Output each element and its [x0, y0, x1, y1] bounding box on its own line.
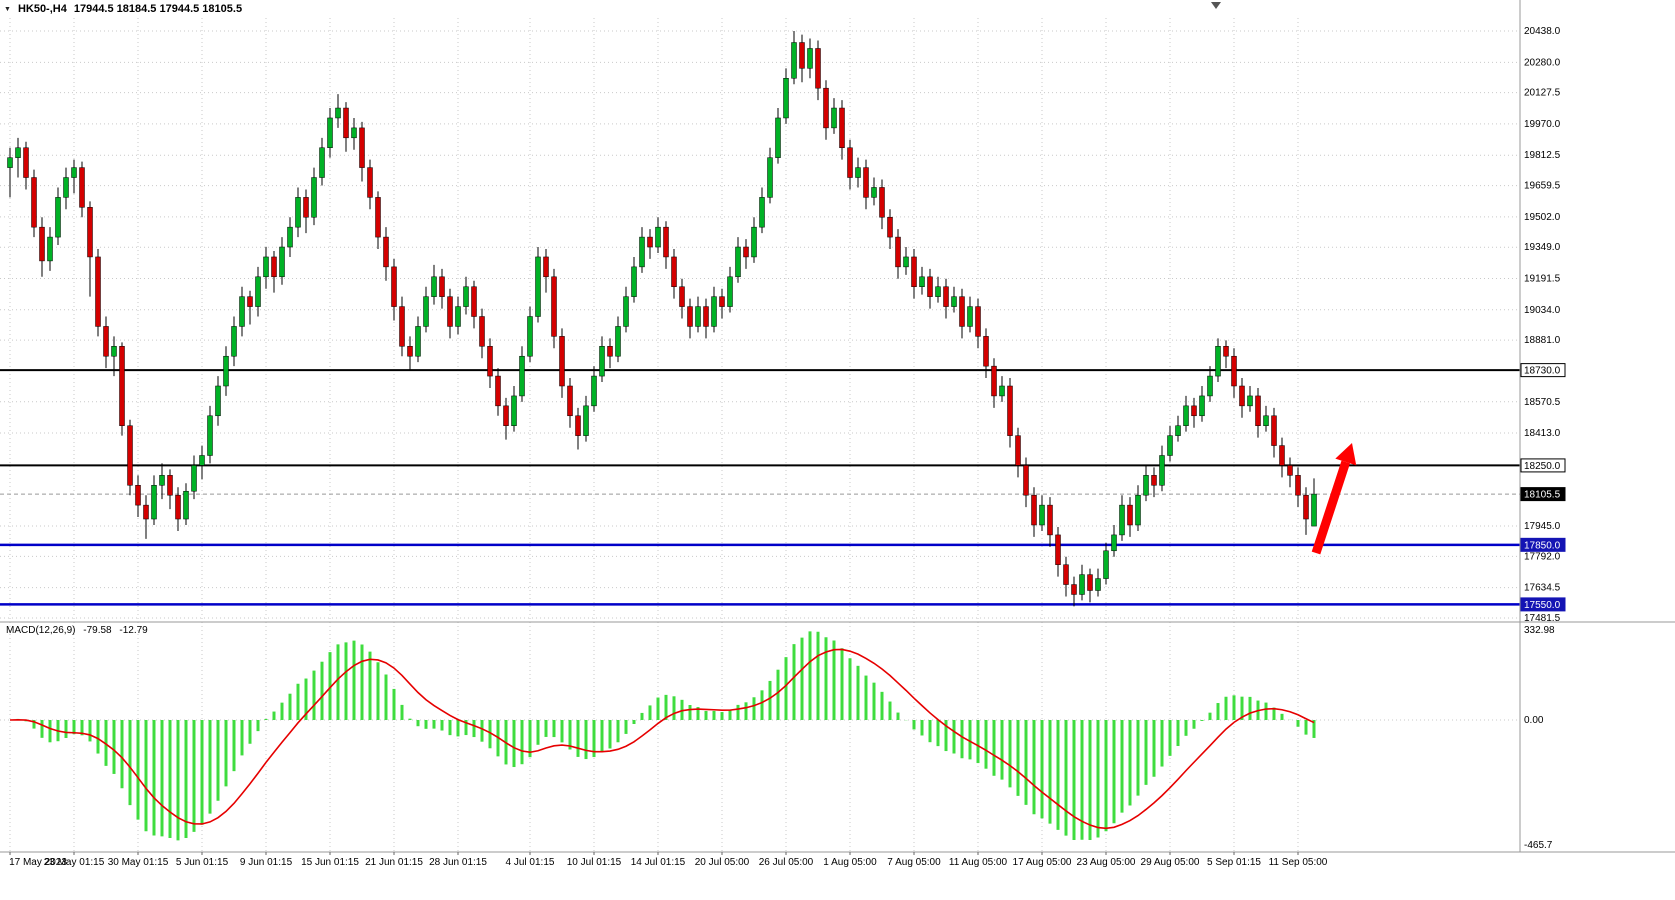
svg-text:5 Jun 01:15: 5 Jun 01:15 [176, 857, 229, 868]
svg-text:14 Jul 01:15: 14 Jul 01:15 [631, 857, 686, 868]
svg-text:19970.0: 19970.0 [1524, 119, 1561, 130]
macd-main-value: -79.58 [83, 625, 112, 636]
svg-text:29 Aug 05:00: 29 Aug 05:00 [1141, 857, 1200, 868]
chart-shift-marker [1211, 2, 1221, 9]
svg-text:21 Jun 01:15: 21 Jun 01:15 [365, 857, 423, 868]
price-badge-18250.0 [1520, 458, 1566, 473]
macd-name: MACD(12,26,9) [6, 625, 76, 636]
svg-text:20438.0: 20438.0 [1524, 26, 1561, 37]
svg-text:28 Jun 01:15: 28 Jun 01:15 [429, 857, 487, 868]
symbol-dropdown-icon[interactable]: ▼ [4, 5, 11, 13]
trend-arrow[interactable] [1311, 443, 1357, 555]
svg-text:26 Jul 05:00: 26 Jul 05:00 [759, 857, 814, 868]
svg-text:30 May 01:15: 30 May 01:15 [108, 857, 169, 868]
svg-text:23 May 01:15: 23 May 01:15 [44, 857, 105, 868]
svg-text:18413.0: 18413.0 [1524, 428, 1561, 439]
svg-text:18881.0: 18881.0 [1524, 335, 1561, 346]
macd-signal-value: -12.79 [119, 625, 148, 636]
price-badge-18105.5 [1520, 487, 1566, 502]
svg-text:17634.5: 17634.5 [1524, 583, 1561, 594]
svg-text:19812.5: 19812.5 [1524, 150, 1561, 161]
svg-text:11 Aug 05:00: 11 Aug 05:00 [949, 857, 1008, 868]
svg-text:19502.0: 19502.0 [1524, 212, 1561, 223]
svg-text:20 Jul 05:00: 20 Jul 05:00 [695, 857, 750, 868]
macd-layer [9, 631, 1316, 841]
svg-text:20280.0: 20280.0 [1524, 57, 1561, 68]
price-axis: 20438.0 20280.0 20127.5 19970.0 19812.5 19659… [1520, 26, 1566, 851]
grid-layer [0, 18, 1520, 852]
svg-text:17945.0: 17945.0 [1524, 521, 1561, 532]
svg-text:19034.0: 19034.0 [1524, 305, 1561, 316]
svg-text:0.00: 0.00 [1524, 715, 1544, 726]
svg-text:332.98: 332.98 [1524, 625, 1555, 636]
candles-layer [7, 31, 1317, 607]
svg-text:18105.5: 18105.5 [1524, 490, 1561, 501]
svg-text:19349.0: 19349.0 [1524, 242, 1561, 253]
svg-text:9 Jun 01:15: 9 Jun 01:15 [240, 857, 293, 868]
svg-text:1 Aug 05:00: 1 Aug 05:00 [823, 857, 877, 868]
svg-text:19191.5: 19191.5 [1524, 273, 1561, 284]
svg-text:18570.5: 18570.5 [1524, 397, 1561, 408]
svg-text:18730.0: 18730.0 [1524, 366, 1561, 377]
svg-text:17792.0: 17792.0 [1524, 551, 1561, 562]
svg-text:17481.5: 17481.5 [1524, 613, 1561, 624]
svg-text:18250.0: 18250.0 [1524, 461, 1561, 472]
svg-text:23 Aug 05:00: 23 Aug 05:00 [1077, 857, 1136, 868]
panel-chrome [0, 0, 1675, 853]
price-badge-17550.0 [1520, 597, 1566, 612]
price-badge-18730.0 [1520, 363, 1566, 378]
svg-text:20127.5: 20127.5 [1524, 88, 1561, 99]
svg-text:15 Jun 01:15: 15 Jun 01:15 [301, 857, 359, 868]
horizontal-lines-layer[interactable] [0, 369, 1520, 606]
svg-text:17 Aug 05:00: 17 Aug 05:00 [1013, 857, 1072, 868]
svg-text:7 Aug 05:00: 7 Aug 05:00 [887, 857, 941, 868]
svg-text:-465.7: -465.7 [1524, 840, 1553, 851]
ohlc-readout: 17944.5 18184.5 17944.5 18105.5 [73, 3, 243, 15]
price-badge-17850.0 [1520, 537, 1566, 552]
symbol-timeframe-label: HK50-,H4 [17, 3, 67, 15]
svg-text:10 Jul 01:15: 10 Jul 01:15 [567, 857, 622, 868]
svg-text:4 Jul 01:15: 4 Jul 01:15 [506, 857, 555, 868]
svg-text:17 May 2023: 17 May 2023 [9, 857, 67, 868]
svg-text:19659.5: 19659.5 [1524, 181, 1561, 192]
svg-text:5 Sep 01:15: 5 Sep 01:15 [1207, 857, 1261, 868]
svg-text:17550.0: 17550.0 [1524, 600, 1561, 611]
chart-header: ▼ HK50-,H4 17944.5 18184.5 17944.5 18105… [4, 3, 242, 15]
macd-indicator-label: MACD(12,26,9) -79.58 -12.79 [6, 625, 153, 636]
svg-text:11 Sep 05:00: 11 Sep 05:00 [1269, 857, 1328, 868]
svg-text:17850.0: 17850.0 [1524, 540, 1561, 551]
